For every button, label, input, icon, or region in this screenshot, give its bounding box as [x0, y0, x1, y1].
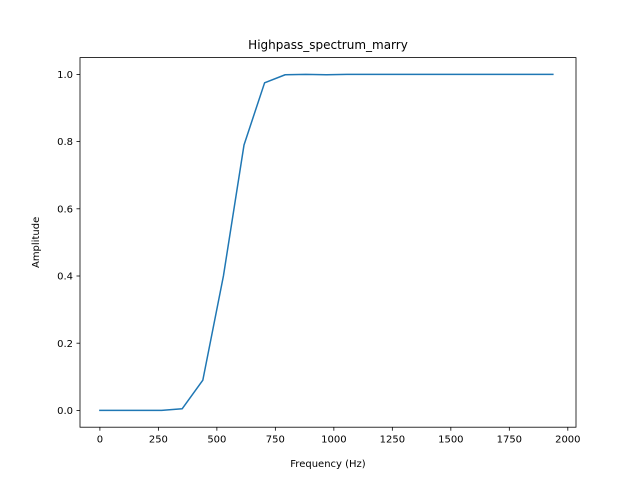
x-tick-label: 0: [97, 435, 103, 446]
x-tick-label: 1250: [380, 435, 405, 446]
x-tick-label: 250: [149, 435, 168, 446]
x-tick-label: 2000: [555, 435, 580, 446]
y-tick-label: 1.0: [57, 70, 73, 81]
x-tick-label: 1500: [438, 435, 463, 446]
x-tick-label: 750: [266, 435, 285, 446]
y-tick-label: 0.0: [57, 406, 73, 417]
y-axis-ticks: 0.0 0.2 0.4 0.6 0.8 1.0: [57, 70, 80, 417]
x-axis-ticks: 0 250 500 750 1000 1250 1500 1750 2000: [97, 427, 581, 446]
axes-frame: [79, 57, 577, 428]
y-tick-label: 0.8: [57, 137, 73, 148]
y-tick-label: 0.2: [57, 339, 73, 350]
y-tick-label: 0.4: [57, 272, 73, 283]
series-layer: [99, 73, 554, 412]
x-tick-label: 500: [207, 435, 226, 446]
y-axis-label: Amplitude: [31, 217, 42, 268]
x-tick-label: 1750: [497, 435, 522, 446]
plot-area: [80, 57, 576, 428]
chart-title: Highpass_spectrum_marry: [248, 38, 408, 52]
series-line: [99, 73, 554, 412]
y-tick-label: 0.6: [57, 204, 73, 215]
x-tick-label: 1000: [321, 435, 346, 446]
x-axis-label: Frequency (Hz): [290, 459, 366, 470]
